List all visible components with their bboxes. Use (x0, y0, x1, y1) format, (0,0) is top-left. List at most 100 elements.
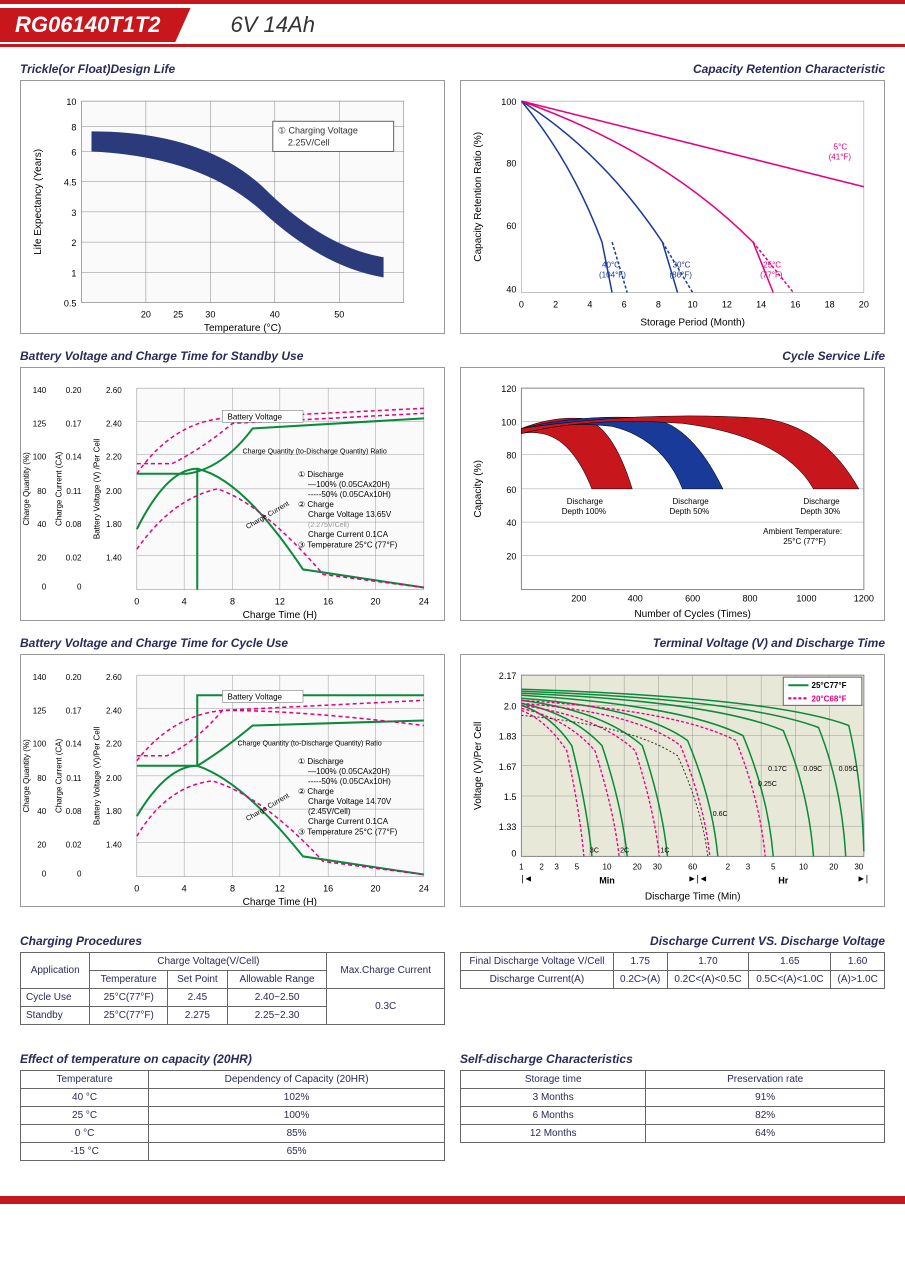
svg-text:3: 3 (554, 862, 559, 871)
discharge-voltage-table: Final Discharge Voltage V/Cell 1.75 1.70… (460, 952, 885, 989)
chart3-title: Battery Voltage and Charge Time for Stan… (20, 349, 445, 363)
svg-text:① Discharge: ① Discharge (298, 470, 344, 479)
svg-text:0.05C: 0.05C (839, 765, 858, 772)
svg-text:10: 10 (603, 862, 612, 871)
chart6-title: Terminal Voltage (V) and Discharge Time (460, 636, 885, 650)
svg-text:(41°F): (41°F) (829, 153, 852, 162)
svg-text:0: 0 (134, 883, 139, 893)
svg-text:Charge Current (CA): Charge Current (CA) (54, 451, 63, 526)
svg-text:0: 0 (42, 869, 47, 878)
svg-text:0.14: 0.14 (66, 739, 82, 748)
svg-text:3: 3 (746, 862, 751, 871)
svg-text:2: 2 (539, 862, 544, 871)
table3-title: Effect of temperature on capacity (20HR) (20, 1052, 445, 1066)
svg-text:10: 10 (688, 300, 698, 310)
th-max-current: Max.Charge Current (327, 953, 445, 989)
svg-text:Ambient Temperature:: Ambient Temperature: (763, 527, 842, 536)
svg-text:Charge Quantity (to-Discharge: Charge Quantity (to-Discharge Quantity) … (243, 448, 387, 455)
svg-text:20°C68°F: 20°C68°F (811, 694, 846, 703)
svg-text:1.83: 1.83 (499, 731, 517, 741)
svg-text:Battery Voltage (V)/Per Cell: Battery Voltage (V)/Per Cell (93, 726, 102, 825)
svg-text:30: 30 (854, 862, 863, 871)
svg-text:Charge Voltage 14.70V: Charge Voltage 14.70V (308, 797, 392, 806)
svg-text:1.33: 1.33 (499, 822, 517, 832)
svg-text:125: 125 (33, 419, 47, 428)
svg-text:1.5: 1.5 (504, 792, 517, 802)
chart3: Battery Voltage Charge Quantity (to-Disc… (20, 367, 445, 621)
svg-text:16: 16 (323, 883, 333, 893)
svg-text:0.17C: 0.17C (768, 765, 787, 772)
svg-text:1.40: 1.40 (106, 553, 122, 562)
svg-text:5: 5 (771, 862, 776, 871)
svg-text:12: 12 (275, 883, 285, 893)
svg-text:0.6C: 0.6C (713, 811, 728, 818)
svg-text:Charge Voltage 13.65V: Charge Voltage 13.65V (308, 510, 392, 519)
svg-text:40: 40 (270, 310, 280, 320)
self-discharge-table: Storage time Preservation rate 3 Months9… (460, 1070, 885, 1143)
chart4-title: Cycle Service Life (460, 349, 885, 363)
svg-text:►|: ►| (857, 873, 868, 883)
page-header: RG06140T1T2 6V 14Ah (0, 6, 905, 44)
svg-text:2.25V/Cell: 2.25V/Cell (288, 137, 330, 147)
svg-text:(86°F): (86°F) (669, 270, 692, 279)
svg-text:10: 10 (66, 97, 76, 107)
th-application: Application (21, 953, 90, 989)
svg-text:Hr: Hr (778, 875, 789, 885)
svg-text:(77°F): (77°F) (760, 270, 783, 279)
svg-text:20: 20 (37, 840, 46, 849)
svg-text:Life Expectancy (Years): Life Expectancy (Years) (33, 149, 44, 255)
svg-text:140: 140 (33, 386, 47, 395)
table4-title: Self-discharge Characteristics (460, 1052, 885, 1066)
svg-text:Depth 100%: Depth 100% (562, 507, 606, 516)
svg-text:-----50% (0.05CAx10H): -----50% (0.05CAx10H) (308, 776, 391, 785)
svg-text:8: 8 (230, 596, 235, 606)
svg-text:18: 18 (825, 300, 835, 310)
svg-text:25°C77°F: 25°C77°F (811, 681, 846, 690)
svg-text:30°C: 30°C (673, 260, 691, 269)
svg-text:2.17: 2.17 (499, 671, 517, 681)
svg-text:20: 20 (633, 862, 642, 871)
svg-text:400: 400 (628, 593, 643, 603)
charging-procedures-table: Application Charge Voltage(V/Cell) Max.C… (20, 952, 445, 1025)
svg-text:0.20: 0.20 (66, 673, 82, 682)
table-row: 0 °C85% (21, 1125, 445, 1143)
svg-text:Depth 50%: Depth 50% (669, 507, 709, 516)
svg-text:2.20: 2.20 (106, 739, 122, 748)
svg-text:80: 80 (506, 159, 516, 169)
svg-text:80: 80 (506, 450, 516, 460)
svg-text:600: 600 (685, 593, 700, 603)
svg-text:24: 24 (419, 596, 429, 606)
svg-text:0: 0 (42, 582, 47, 591)
svg-text:0.5: 0.5 (64, 299, 77, 309)
svg-text:2.40: 2.40 (106, 706, 122, 715)
svg-text:Charge Current 0.1CA: Charge Current 0.1CA (308, 530, 389, 539)
svg-text:0: 0 (134, 596, 139, 606)
svg-text:140: 140 (33, 673, 47, 682)
svg-text:5°C: 5°C (834, 142, 848, 151)
svg-text:0.09C: 0.09C (803, 765, 822, 772)
svg-text:40°C: 40°C (602, 260, 620, 269)
svg-text:60: 60 (506, 221, 516, 231)
table-row: Cycle Use 25°C(77°F) 2.45 2.40~2.50 0.3C (21, 989, 445, 1007)
svg-text:20: 20 (829, 862, 838, 871)
svg-text:0: 0 (77, 582, 82, 591)
svg-text:Battery Voltage: Battery Voltage (227, 692, 282, 701)
svg-text:Discharge: Discharge (567, 497, 604, 506)
svg-text:Charge Current (CA): Charge Current (CA) (54, 738, 63, 813)
svg-text:2.60: 2.60 (106, 386, 122, 395)
table-row: Discharge Current(A) 0.2C>(A) 0.2C<(A)<0… (461, 971, 885, 989)
svg-text:1.40: 1.40 (106, 840, 122, 849)
svg-text:25°C: 25°C (763, 260, 781, 269)
svg-text:Charge Quantity (to-Discharge: Charge Quantity (to-Discharge Quantity) … (238, 740, 382, 747)
svg-text:1C: 1C (660, 847, 669, 854)
th-range: Allowable Range (227, 971, 327, 989)
svg-text:Temperature (°C): Temperature (°C) (204, 323, 281, 333)
svg-text:200: 200 (571, 593, 586, 603)
svg-text:16: 16 (790, 300, 800, 310)
svg-text:0.08: 0.08 (66, 520, 82, 529)
svg-text:2.60: 2.60 (106, 673, 122, 682)
svg-text:40: 40 (506, 518, 516, 528)
chart1-title: Trickle(or Float)Design Life (20, 62, 445, 76)
table-row: 6 Months82% (461, 1107, 885, 1125)
svg-text:80: 80 (37, 487, 46, 496)
